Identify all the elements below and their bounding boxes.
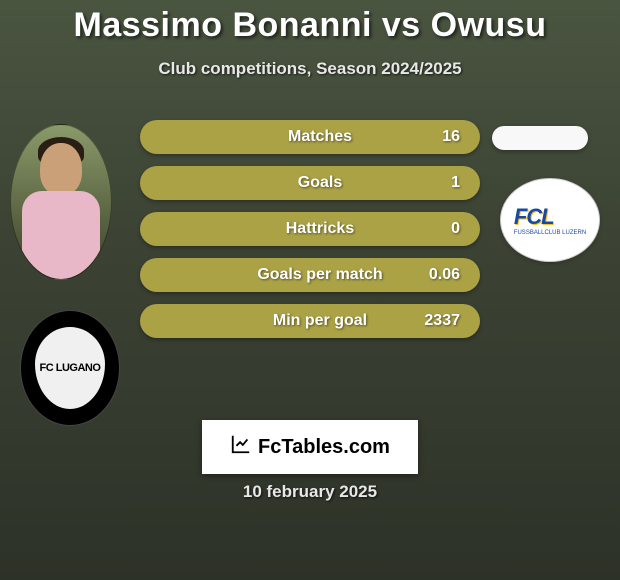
stat-value: 1 (400, 174, 460, 192)
brand-badge: FcTables.com (202, 420, 418, 474)
chart-icon (230, 433, 252, 461)
stat-row-hattricks: Hattricks 0 (140, 212, 480, 246)
stat-row-matches: Matches 16 (140, 120, 480, 154)
stat-value: 16 (400, 128, 460, 146)
club-right-text: FCL (514, 204, 586, 230)
avatar-head (40, 143, 82, 195)
brand-text: FcTables.com (258, 436, 390, 459)
club-left-text: FC LUGANO (40, 362, 101, 374)
stat-label: Min per goal (240, 312, 400, 330)
stat-row-goals: Goals 1 (140, 166, 480, 200)
player-right-avatar (492, 126, 588, 150)
club-right-inner: FCL FUSSBALLCLUB LUZERN (514, 204, 586, 236)
stat-value: 2337 (400, 312, 460, 330)
stat-label: Goals (240, 174, 400, 192)
footer-date: 10 february 2025 (0, 482, 620, 502)
avatar-body (22, 191, 100, 280)
club-right-subtext: FUSSBALLCLUB LUZERN (514, 230, 586, 236)
comparison-subtitle: Club competitions, Season 2024/2025 (0, 59, 620, 79)
club-right-badge: FCL FUSSBALLCLUB LUZERN (500, 178, 600, 262)
stat-row-min-per-goal: Min per goal 2337 (140, 304, 480, 338)
club-left-badge-inner: FC LUGANO (35, 327, 105, 409)
stat-row-goals-per-match: Goals per match 0.06 (140, 258, 480, 292)
comparison-title: Massimo Bonanni vs Owusu (0, 0, 620, 45)
club-left-badge: FC LUGANO (20, 310, 120, 426)
stat-value: 0 (400, 220, 460, 238)
stat-value: 0.06 (400, 266, 460, 284)
stat-label: Matches (240, 128, 400, 146)
player-left-avatar (10, 124, 112, 280)
stat-label: Hattricks (240, 220, 400, 238)
stat-label: Goals per match (240, 266, 400, 284)
stats-container: Matches 16 Goals 1 Hattricks 0 Goals per… (140, 120, 480, 350)
